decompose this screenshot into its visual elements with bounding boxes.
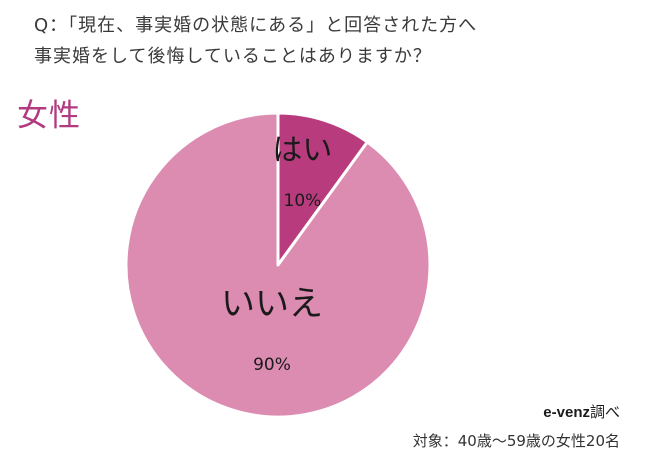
- question-line-1: Q：「現在、事実婚の状態にある」と回答された方へ: [34, 15, 478, 36]
- group-label: 女性: [17, 98, 81, 134]
- slice-name-yes: はい: [272, 133, 332, 168]
- slice-value-yes: 10%: [284, 191, 322, 211]
- slice-name-no: いいえ: [221, 284, 323, 324]
- pie-slices: [124, 111, 432, 419]
- pie-slice-yes: [276, 111, 369, 267]
- pie-slice-no: [124, 111, 432, 419]
- slice-value-no: 90%: [253, 355, 291, 375]
- question-text: Q：「現在、事実婚の状態にある」と回答された方へ 事実婚をして後悔していることは…: [34, 10, 477, 72]
- source-suffix: 調べ: [589, 404, 620, 421]
- survey-target: 対象：40歳〜59歳の女性20名: [412, 432, 620, 450]
- source-brand: e-venz: [543, 404, 590, 421]
- question-line-2: 事実婚をして後悔していることはありますか？: [34, 46, 432, 67]
- source-credit: e-venz調べ: [543, 401, 620, 422]
- pie-labels: はい 10% いいえ 90%: [221, 133, 332, 375]
